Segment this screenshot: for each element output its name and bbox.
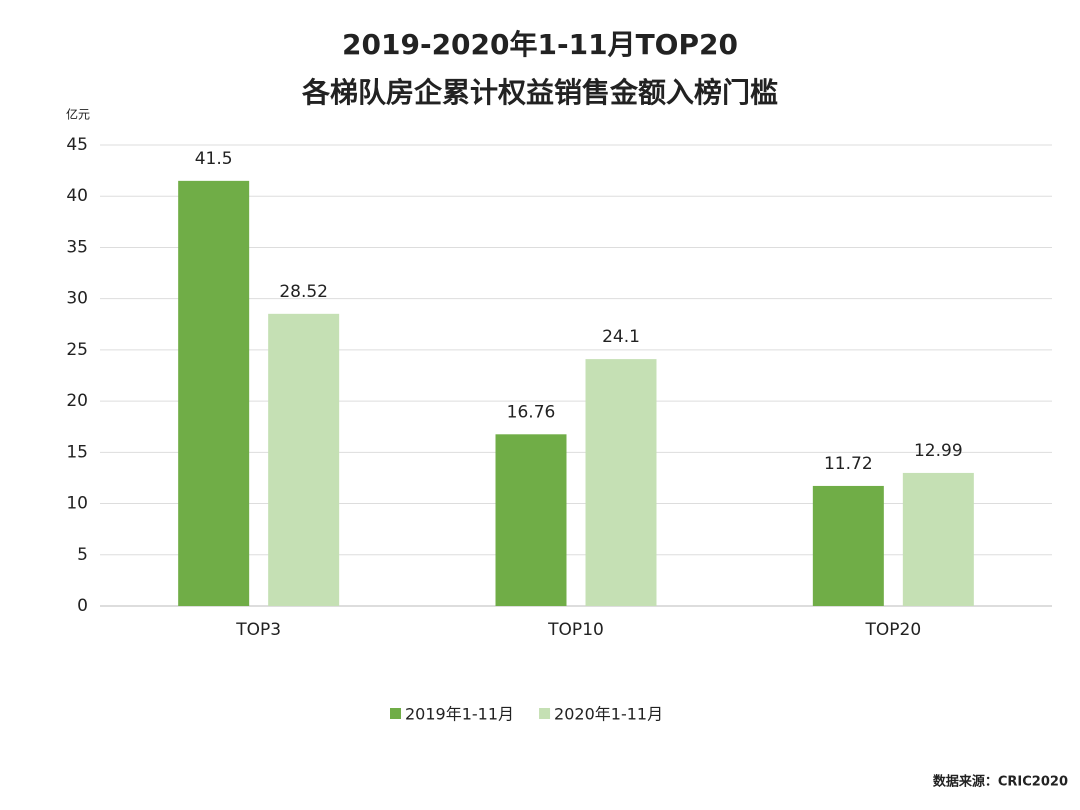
- x-tick-label: TOP10: [547, 620, 604, 640]
- x-tick-label: TOP20: [865, 620, 922, 640]
- value-label: 12.99: [914, 441, 963, 461]
- y-tick-label: 40: [66, 186, 88, 206]
- y-tick-label: 5: [77, 545, 88, 565]
- bar: [268, 313, 340, 606]
- y-tick-label: 10: [66, 494, 88, 514]
- value-label: 11.72: [824, 454, 873, 474]
- y-tick-label: 15: [66, 442, 88, 462]
- x-tick-label: TOP3: [235, 620, 281, 640]
- value-label: 28.52: [279, 282, 328, 302]
- y-tick-label: 0: [77, 596, 88, 616]
- bar: [495, 434, 567, 606]
- bar: [585, 359, 657, 606]
- source: 数据来源：CRIC2020: [933, 774, 1068, 790]
- y-tick-label: 45: [66, 135, 88, 155]
- value-label: 16.76: [507, 402, 556, 422]
- legend-label: 2020年1-11月: [554, 705, 663, 724]
- bar: [902, 472, 974, 606]
- value-label: 41.5: [195, 149, 233, 169]
- bar: [178, 180, 250, 606]
- y-tick-label: 25: [66, 340, 88, 360]
- chart-title: 2019-2020年1-11月TOP20: [342, 28, 738, 61]
- y-tick-label: 30: [66, 289, 88, 309]
- y-axis-label: 亿元: [66, 107, 90, 122]
- y-tick-label: 35: [66, 237, 88, 257]
- y-tick-label: 20: [66, 391, 88, 411]
- chart-subtitle: 各梯队房企累计权益销售金额入榜门槛: [301, 76, 778, 109]
- bar: [812, 485, 884, 606]
- legend-label: 2019年1-11月: [405, 705, 514, 724]
- value-label: 24.1: [602, 327, 640, 347]
- legend-swatch: [539, 708, 551, 719]
- legend-swatch: [390, 708, 401, 719]
